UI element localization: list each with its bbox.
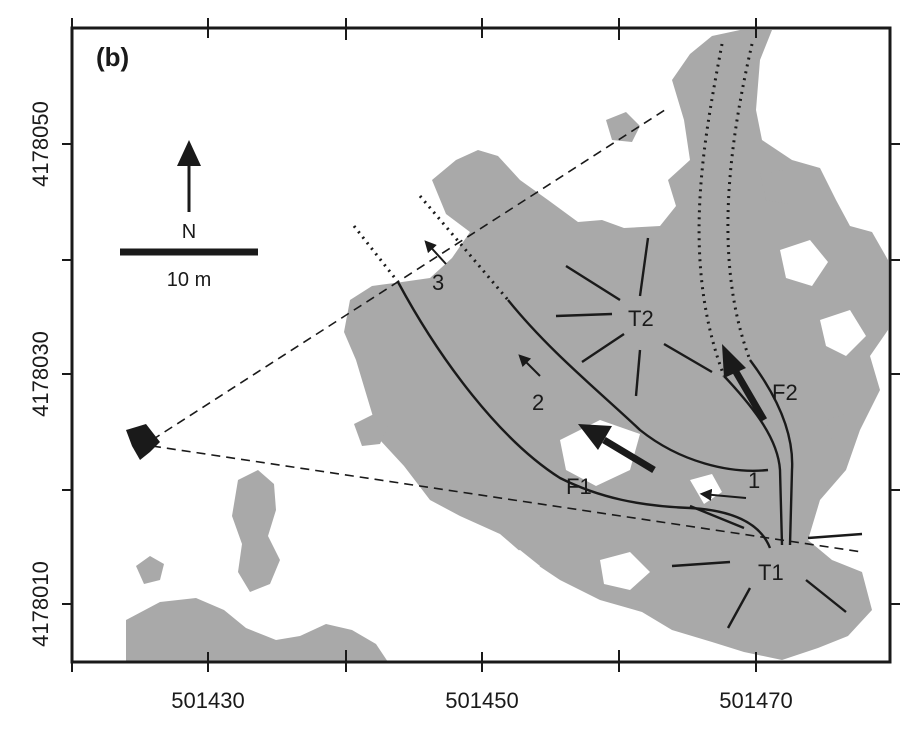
y-axis-ticks	[62, 143, 900, 605]
label-t1: T1	[758, 560, 784, 585]
north-arrow-icon	[177, 140, 201, 212]
small-flow-arrows	[424, 240, 747, 501]
x-axis-ticks	[71, 18, 757, 672]
y-tick-label: 4178030	[28, 331, 53, 417]
camera-icon	[126, 424, 160, 460]
t2-radial-lines	[555, 237, 713, 397]
label-t2: T2	[628, 306, 654, 331]
label-f2: F2	[772, 380, 798, 405]
x-tick-label: 501450	[445, 688, 518, 713]
scale-label: 10 m	[167, 269, 211, 291]
panel-label: (b)	[96, 42, 129, 72]
terrain-gaps	[488, 240, 866, 590]
x-tick-label: 501470	[719, 688, 792, 713]
y-tick-label: 4178010	[28, 561, 53, 647]
north-label: N	[182, 221, 196, 243]
label-2: 2	[532, 390, 544, 415]
flow-arrow-f1	[578, 424, 656, 474]
channel-f2	[723, 359, 794, 546]
x-tick-label: 501430	[171, 688, 244, 713]
channel-f2-dotted	[697, 43, 754, 377]
flow-arrow-f2	[722, 344, 768, 422]
y-tick-label: 4178050	[28, 101, 53, 187]
label-1: 1	[748, 468, 760, 493]
label-f1: F1	[566, 474, 592, 499]
channel-f1	[396, 281, 772, 549]
label-3: 3	[432, 270, 444, 295]
t1-radial-lines	[671, 504, 863, 629]
camera-view-lines	[151, 107, 863, 553]
channel-f1-dotted	[352, 195, 510, 301]
terrain-area	[126, 30, 888, 662]
